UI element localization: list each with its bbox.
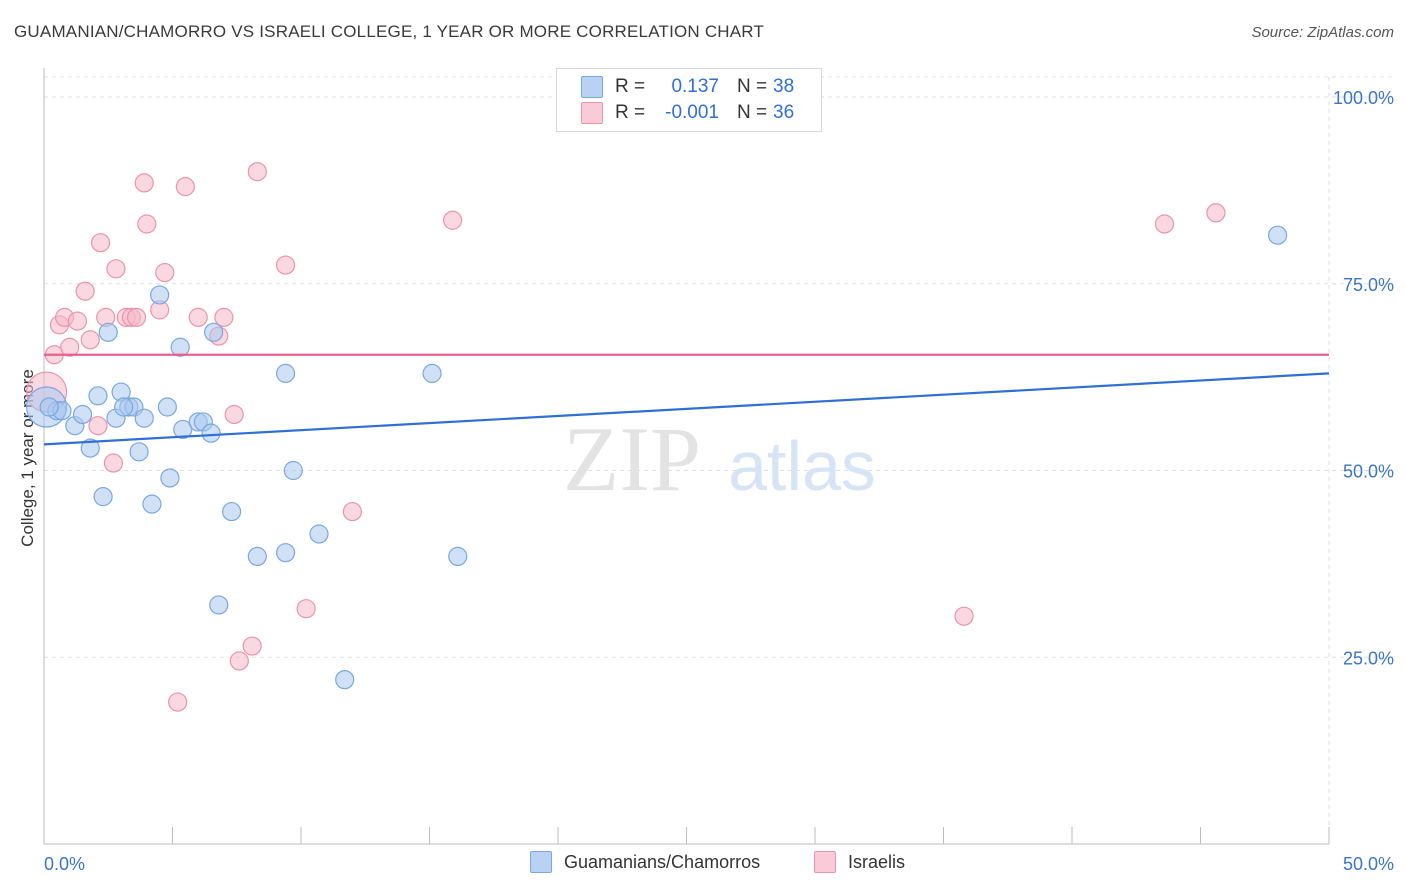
r-label: R = [615,102,646,123]
r-value: -0.001 [665,102,719,123]
guamanians-point [72,404,93,425]
y-tick-label: 75.0% [1343,275,1394,295]
blue-swatch [581,76,603,98]
guamanians-point [160,468,180,488]
israelis-point [175,177,195,197]
n-value: 38 [773,76,795,97]
y-tick-label: 100.0% [1333,88,1394,108]
guamanians-point [422,363,442,383]
guamanians-point [173,419,193,440]
guamanians-point [1267,225,1288,245]
israelis-point [126,307,147,327]
y-tick-label: 50.0% [1343,462,1394,482]
guamanians-point [222,501,242,522]
axes [43,68,1330,845]
israelis-point [224,404,244,425]
israelis-point [188,307,208,327]
blue-swatch [530,851,552,873]
legend-item-guamanians: Guamanians/Chamorros [530,851,760,873]
israelis-point [247,162,267,182]
legend-label-guamanians: Guamanians/Chamorros [564,851,761,872]
israelis-point [296,599,316,619]
guamanians-point [448,546,468,567]
israelis-point [137,214,157,234]
source-label: Source: ZipAtlas.com [1251,24,1394,41]
guamanians-point [80,438,100,458]
guamanians-point [209,595,229,615]
n-value: 36 [773,102,795,123]
guamanians-point [283,460,303,481]
israelis-point [443,210,463,230]
israelis-point [88,416,108,436]
legend-item-israelis: Israelis [814,851,905,873]
r-value: 0.137 [671,76,719,97]
guamanians-trend-line [43,372,1330,446]
guamanians-point [170,337,190,357]
israelis-point [155,262,175,283]
tick-labels: 25.0% 50.0% 75.0% 100.0% 0.0% 50.0% [44,88,1394,874]
y-tick-label: 25.0% [1343,648,1394,668]
stats-row-guamanians: R = 0.137 N = 38 [581,75,794,99]
israelis-point [242,636,262,656]
x-tick-label: 0.0% [44,854,85,874]
guamanians-points [25,225,1288,690]
guamanians-point [88,386,108,406]
chart-title: GUAMANIAN/CHAMORRO VS ISRAELI COLLEGE, 1… [14,22,765,41]
guamanians-point [98,322,118,342]
n-label: N = [737,76,768,97]
series-legend: Guamanians/Chamorros Israelis [0,851,1406,877]
guamanians-point [335,670,355,690]
guamanians-point [275,363,296,383]
guamanians-point [247,546,267,567]
israelis-point [90,233,111,253]
guamanians-point [150,285,170,305]
israelis-point [75,281,95,301]
israelis-point [229,651,249,671]
trend-lines [43,353,1330,446]
watermark-zip: ZIP [563,408,701,510]
israelis-point [67,311,88,331]
guamanians-point [114,397,134,417]
guamanians-point [157,397,177,417]
israelis-point [134,173,154,193]
pink-swatch [814,851,836,873]
watermark-atlas: atlas [728,427,876,505]
israelis-point [80,330,100,350]
r-label: R = [615,76,646,97]
watermark: ZIP atlas [563,408,876,510]
israelis-point [954,606,974,626]
israelis-point [60,337,80,357]
guamanians-point [204,322,224,342]
legend-label-israelis: Israelis [848,851,906,872]
guamanians-point [309,524,329,544]
israelis-point [214,307,234,327]
stats-row-israelis: R = -0.001 N = 36 [581,101,794,125]
guamanians-point [134,408,154,428]
israelis-point [168,692,188,712]
guamanians-point [39,397,59,417]
pink-swatch [581,102,603,124]
guamanians-point [129,442,149,462]
israelis-point [1154,214,1175,234]
israelis-point [275,255,296,275]
stats-legend: R = 0.137 N = 38 R = -0.001 N = 36 [556,68,822,132]
israelis-point [106,259,126,279]
guamanians-point [201,423,221,443]
israelis-point [342,501,362,522]
israelis-point [103,453,123,473]
guamanians-point [275,543,296,563]
grid-lines [44,76,1392,844]
guamanians-point [142,494,162,514]
x-tick-label: 50.0% [1343,854,1394,874]
n-label: N = [737,102,768,123]
guamanians-point [93,487,113,507]
israelis-point [1206,203,1226,223]
